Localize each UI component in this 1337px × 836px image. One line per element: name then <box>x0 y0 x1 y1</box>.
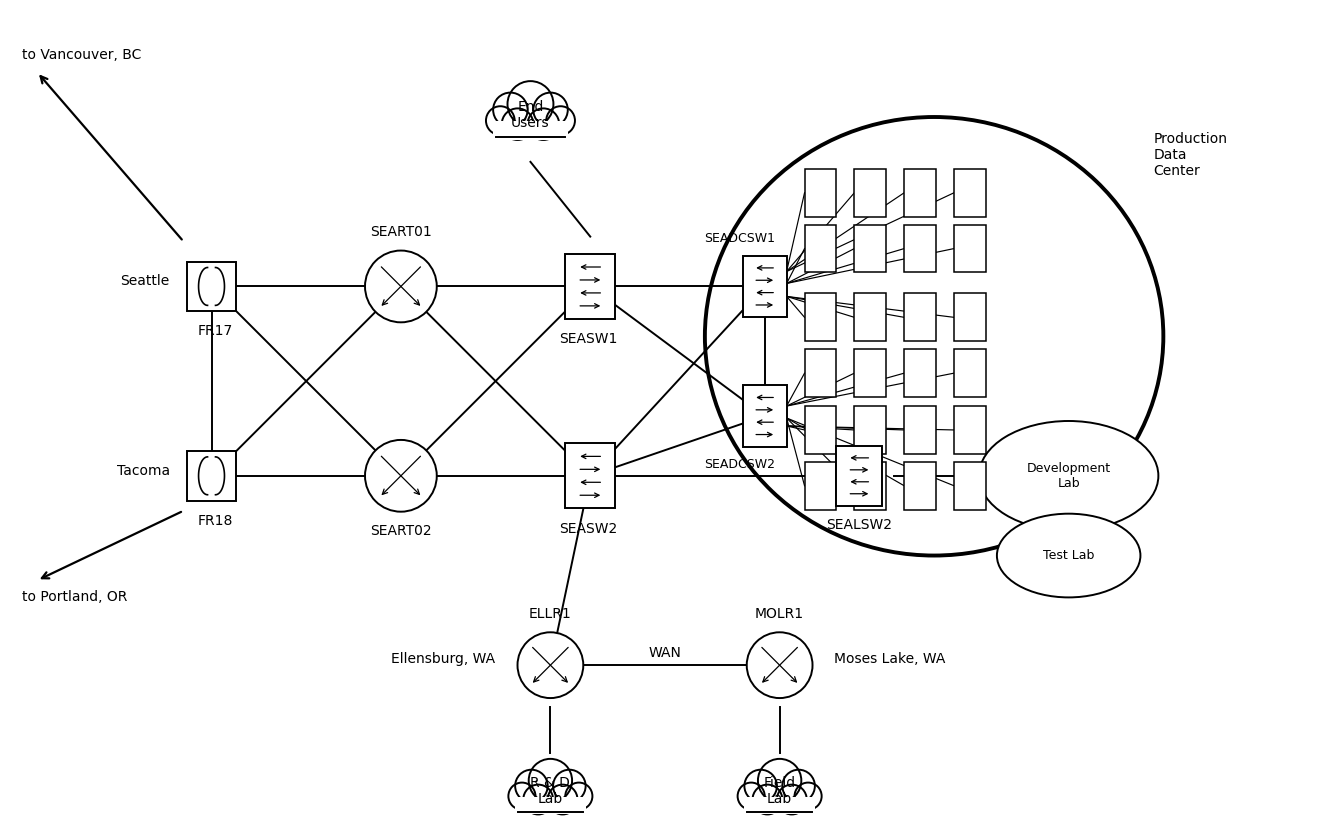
Bar <box>904 461 936 510</box>
Ellipse shape <box>495 95 567 139</box>
Bar <box>955 461 985 510</box>
Bar <box>904 225 936 273</box>
Bar <box>805 169 837 217</box>
Text: Seattle: Seattle <box>120 274 170 288</box>
Bar <box>904 169 936 217</box>
Bar <box>805 406 837 454</box>
Text: Test Lab: Test Lab <box>1043 549 1095 562</box>
Bar <box>745 797 814 814</box>
Bar <box>515 797 586 814</box>
Text: MOLR1: MOLR1 <box>755 607 804 621</box>
Bar <box>805 461 837 510</box>
Bar <box>854 169 886 217</box>
Text: ELLR1: ELLR1 <box>529 607 572 621</box>
Ellipse shape <box>997 513 1140 598</box>
Circle shape <box>528 109 559 140</box>
Text: FR18: FR18 <box>198 513 233 528</box>
Text: SEADCSW2: SEADCSW2 <box>705 458 775 471</box>
Circle shape <box>554 770 586 803</box>
Bar <box>904 293 936 341</box>
Bar <box>904 349 936 397</box>
Ellipse shape <box>516 772 584 813</box>
Bar <box>493 121 568 140</box>
Circle shape <box>777 785 806 814</box>
Text: SEART02: SEART02 <box>370 523 432 538</box>
Text: Development
Lab: Development Lab <box>1027 461 1111 490</box>
Circle shape <box>533 93 568 127</box>
Text: Tacoma: Tacoma <box>116 464 170 478</box>
Circle shape <box>517 632 583 698</box>
Text: to Portland, OR: to Portland, OR <box>23 590 127 604</box>
Bar <box>187 262 237 311</box>
Bar <box>805 293 837 341</box>
Bar <box>854 225 886 273</box>
Bar <box>805 225 837 273</box>
Text: FR17: FR17 <box>198 324 233 339</box>
Ellipse shape <box>979 421 1158 531</box>
Bar <box>854 349 886 397</box>
Bar <box>854 406 886 454</box>
Circle shape <box>508 81 554 127</box>
Circle shape <box>747 632 813 698</box>
Bar <box>187 451 237 501</box>
Circle shape <box>528 759 572 803</box>
Bar <box>955 349 985 397</box>
Circle shape <box>501 109 533 140</box>
Circle shape <box>794 782 822 810</box>
Bar <box>854 461 886 510</box>
Bar <box>854 293 886 341</box>
Circle shape <box>365 440 437 512</box>
Circle shape <box>548 785 578 814</box>
Text: to Vancouver, BC: to Vancouver, BC <box>23 48 142 62</box>
Text: SEALSW2: SEALSW2 <box>826 517 892 532</box>
Circle shape <box>515 770 548 803</box>
Text: Production
Data
Center: Production Data Center <box>1154 132 1227 178</box>
Circle shape <box>508 782 536 810</box>
Text: SEASW1: SEASW1 <box>559 332 618 346</box>
Circle shape <box>753 785 782 814</box>
Bar <box>837 446 882 506</box>
Bar <box>955 293 985 341</box>
Text: End
Users: End Users <box>511 100 550 130</box>
Circle shape <box>745 770 777 803</box>
Text: R & D
Lab: R & D Lab <box>531 776 571 806</box>
Circle shape <box>523 785 554 814</box>
Bar <box>955 169 985 217</box>
Text: Moses Lake, WA: Moses Lake, WA <box>834 652 945 666</box>
Bar <box>566 443 615 508</box>
Text: WAN: WAN <box>648 646 682 660</box>
Bar <box>955 225 985 273</box>
Text: Ellensburg, WA: Ellensburg, WA <box>392 652 496 666</box>
Ellipse shape <box>746 772 813 813</box>
Bar <box>904 406 936 454</box>
Text: SEART01: SEART01 <box>370 225 432 238</box>
Text: SEASW2: SEASW2 <box>559 522 618 536</box>
Circle shape <box>782 770 814 803</box>
Circle shape <box>738 782 765 810</box>
Circle shape <box>758 759 801 803</box>
Text: Field
Lab: Field Lab <box>763 776 796 806</box>
Bar <box>805 349 837 397</box>
Text: SEADCSW1: SEADCSW1 <box>705 232 775 245</box>
Circle shape <box>365 251 437 323</box>
Circle shape <box>547 106 575 135</box>
Bar <box>743 385 786 447</box>
Circle shape <box>485 106 515 135</box>
Circle shape <box>566 782 592 810</box>
Bar <box>743 256 786 318</box>
Circle shape <box>493 93 528 127</box>
Bar <box>566 254 615 319</box>
Bar <box>955 406 985 454</box>
